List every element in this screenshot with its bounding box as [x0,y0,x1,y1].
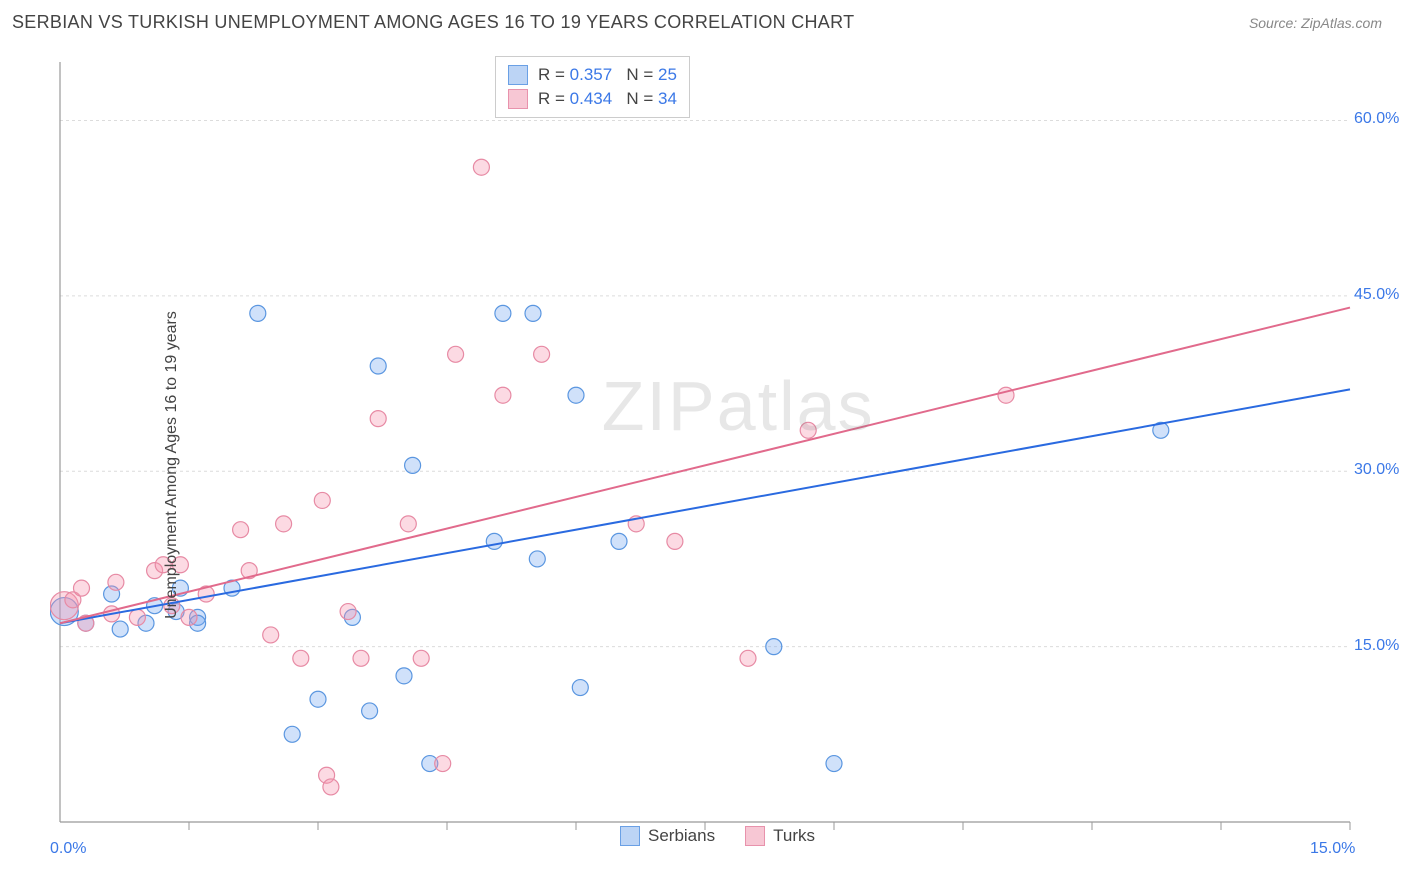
series-legend-item: Turks [745,826,815,846]
legend-swatch [745,826,765,846]
correlation-chart: Unemployment Among Ages 16 to 19 years R… [50,50,1390,880]
source-attribution: Source: ZipAtlas.com [1249,15,1382,31]
legend-swatch [508,89,528,109]
series-legend-label: Serbians [648,826,715,846]
series-legend: Serbians Turks [620,826,815,846]
series-legend-label: Turks [773,826,815,846]
x-tick-label: 15.0% [1310,840,1355,858]
legend-row: R = 0.434 N = 34 [508,87,677,111]
correlation-legend: R = 0.357 N = 25R = 0.434 N = 34 [495,56,690,118]
y-tick-label: 15.0% [1354,637,1399,655]
scatter-plot-svg [50,50,1390,880]
legend-row: R = 0.357 N = 25 [508,63,677,87]
y-tick-label: 45.0% [1354,286,1399,304]
legend-swatch [508,65,528,85]
y-tick-label: 30.0% [1354,461,1399,479]
y-tick-label: 60.0% [1354,110,1399,128]
x-tick-label: 0.0% [50,840,86,858]
y-axis-title: Unemployment Among Ages 16 to 19 years [163,311,181,619]
series-legend-item: Serbians [620,826,715,846]
page-title: SERBIAN VS TURKISH UNEMPLOYMENT AMONG AG… [12,12,854,33]
legend-swatch [620,826,640,846]
